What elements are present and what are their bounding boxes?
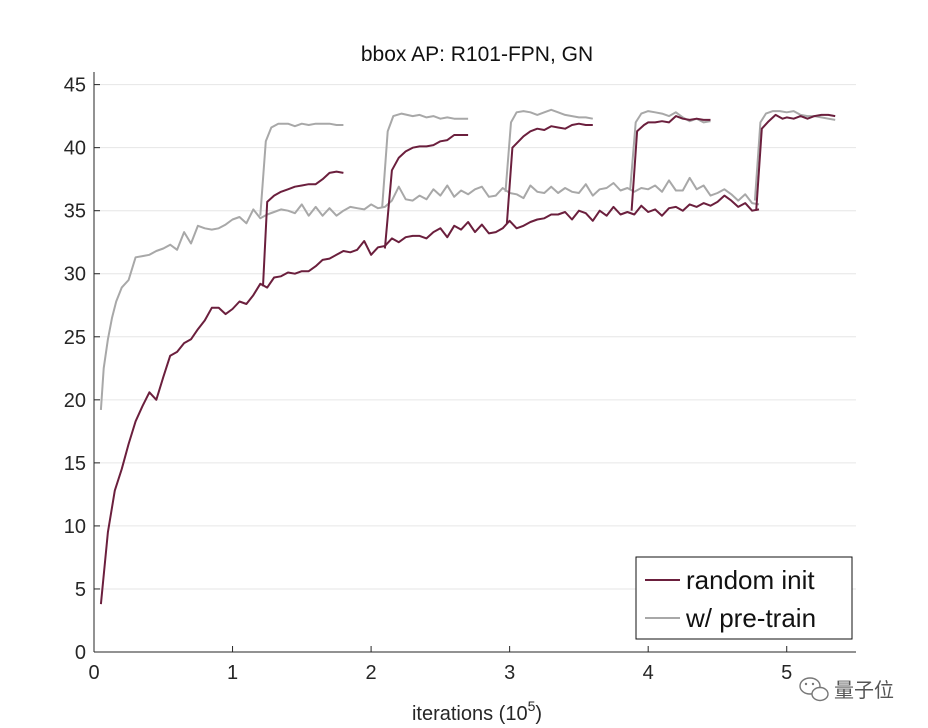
x-tick-label: 0 bbox=[88, 662, 99, 684]
series-line-random-init-0 bbox=[99, 194, 760, 605]
y-tick-label: 40 bbox=[64, 138, 86, 160]
series-layer bbox=[99, 108, 836, 605]
y-gridlines bbox=[94, 84, 856, 590]
series-line-w-pre-train-0 bbox=[99, 176, 760, 410]
watermark-text: 量子位 bbox=[834, 678, 894, 702]
y-tick-label: 35 bbox=[64, 201, 86, 223]
x-tick-label: 1 bbox=[227, 662, 238, 684]
x-axis-label-suffix: ) bbox=[535, 703, 542, 725]
series-line-w-pre-train-3 bbox=[504, 108, 593, 192]
y-tick-label: 5 bbox=[75, 579, 86, 601]
legend-label-pre-train: w/ pre-train bbox=[685, 603, 816, 633]
y-tick-label: 25 bbox=[64, 327, 86, 349]
series-line-w-pre-train-5 bbox=[753, 110, 836, 201]
y-tick-labels: 0 5 10 15 20 25 30 35 40 45 bbox=[64, 75, 86, 664]
y-tick-label: 30 bbox=[64, 264, 86, 286]
y-tick-label: 20 bbox=[64, 390, 86, 412]
x-tick-labels: 0 1 2 3 4 5 bbox=[88, 662, 792, 684]
series-line-random-init-2 bbox=[383, 134, 469, 249]
series-line-w-pre-train-2 bbox=[381, 112, 469, 207]
series-line-random-init-3 bbox=[505, 122, 593, 224]
x-tick-label: 5 bbox=[781, 662, 792, 684]
y-tick-label: 0 bbox=[75, 642, 86, 664]
x-tick-label: 3 bbox=[504, 662, 515, 684]
series-line-random-init-4 bbox=[630, 115, 711, 211]
wechat-icon bbox=[799, 677, 829, 702]
legend: random init w/ pre-train bbox=[635, 556, 853, 640]
watermark: 量子位 bbox=[799, 677, 894, 702]
series-line-random-init-1 bbox=[262, 170, 344, 287]
x-axis-label-superscript: 5 bbox=[528, 698, 536, 714]
legend-label-random-init: random init bbox=[686, 565, 815, 595]
series-line-w-pre-train-1 bbox=[259, 122, 344, 216]
y-tick-label: 45 bbox=[64, 75, 86, 97]
y-tick-label: 10 bbox=[64, 516, 86, 538]
x-axis-label: iterations (105) bbox=[412, 698, 542, 725]
legend-box bbox=[635, 556, 853, 640]
y-tick-label: 15 bbox=[64, 453, 86, 475]
x-axis-label-main: iterations (10 bbox=[412, 703, 528, 725]
chart-title: bbox AP: R101-FPN, GN bbox=[361, 43, 593, 66]
series-line-random-init-5 bbox=[755, 113, 836, 211]
x-tick-label: 2 bbox=[366, 662, 377, 684]
x-tick-label: 4 bbox=[643, 662, 654, 684]
axes bbox=[93, 72, 856, 653]
